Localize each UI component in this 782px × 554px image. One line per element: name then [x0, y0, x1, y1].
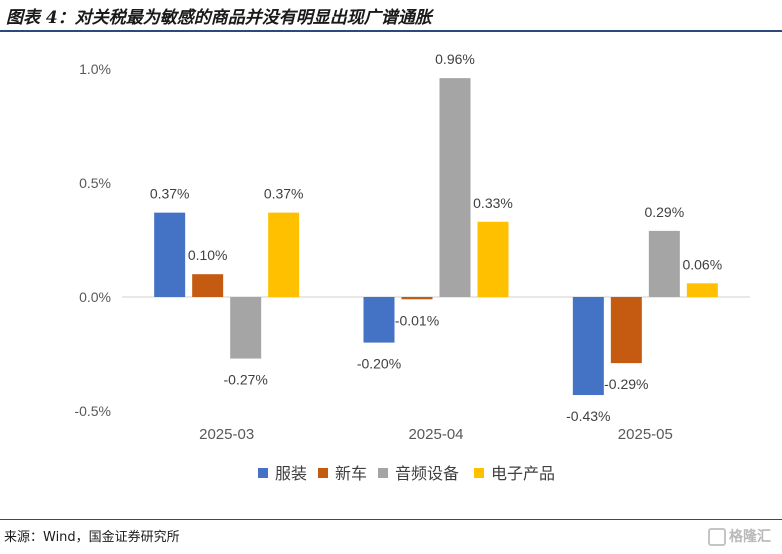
y-tick-label: 0.5% — [79, 175, 111, 191]
y-tick-label: -0.5% — [74, 403, 111, 419]
title-rule — [0, 30, 782, 32]
bar-服装-2025-03 — [154, 212, 186, 297]
watermark-logo-icon — [708, 528, 726, 546]
data-label: 0.33% — [473, 195, 513, 211]
data-label: 0.96% — [435, 51, 475, 67]
bar-服装-2025-04 — [363, 297, 395, 343]
bar-音频设备-2025-04 — [439, 78, 471, 298]
bar-服装-2025-05 — [572, 297, 604, 396]
bar-电子产品-2025-05 — [686, 283, 718, 297]
bar-音频设备-2025-05 — [648, 230, 680, 297]
data-label: 0.10% — [188, 247, 228, 263]
bar-新车-2025-04 — [401, 297, 433, 300]
data-label: -0.20% — [357, 356, 401, 372]
legend-swatch — [474, 468, 484, 478]
bar-电子产品-2025-04 — [477, 221, 509, 297]
data-label: -0.27% — [223, 372, 267, 388]
source-rule — [0, 519, 782, 520]
bar-电子产品-2025-03 — [268, 212, 300, 297]
bar-新车-2025-03 — [192, 274, 224, 297]
data-label: 0.06% — [682, 256, 722, 272]
data-label: -0.29% — [604, 376, 648, 392]
legend-swatch — [378, 468, 388, 478]
data-label: -0.43% — [566, 408, 610, 424]
data-label: 0.37% — [264, 186, 304, 202]
data-label: 0.37% — [150, 186, 190, 202]
bar-新车-2025-05 — [610, 297, 642, 364]
legend-swatch — [258, 468, 268, 478]
chart-title: 图表 4：对关税最为敏感的商品并没有明显出现广谱通胀 — [6, 8, 432, 28]
legend-swatch — [318, 468, 328, 478]
x-tick-label: 2025-03 — [199, 426, 254, 443]
source-note: 来源：Wind，国金证券研究所 — [4, 530, 180, 545]
y-tick-label: 0.0% — [79, 289, 111, 305]
y-tick-label: 1.0% — [79, 61, 111, 77]
legend-label: 电子产品 — [491, 464, 555, 483]
title-bar: 图表 4：对关税最为敏感的商品并没有明显出现广谱通胀 — [0, 0, 782, 30]
x-tick-label: 2025-05 — [618, 426, 673, 443]
legend-label: 新车 — [335, 464, 367, 483]
watermark: 格隆汇 — [708, 526, 771, 546]
legend-label: 音频设备 — [395, 464, 459, 483]
watermark-text: 格隆汇 — [729, 529, 771, 545]
legend-label: 服装 — [275, 464, 307, 483]
x-tick-label: 2025-04 — [408, 426, 463, 443]
data-label: -0.01% — [395, 312, 439, 328]
data-label: 0.29% — [644, 204, 684, 220]
bar-音频设备-2025-03 — [230, 297, 262, 359]
